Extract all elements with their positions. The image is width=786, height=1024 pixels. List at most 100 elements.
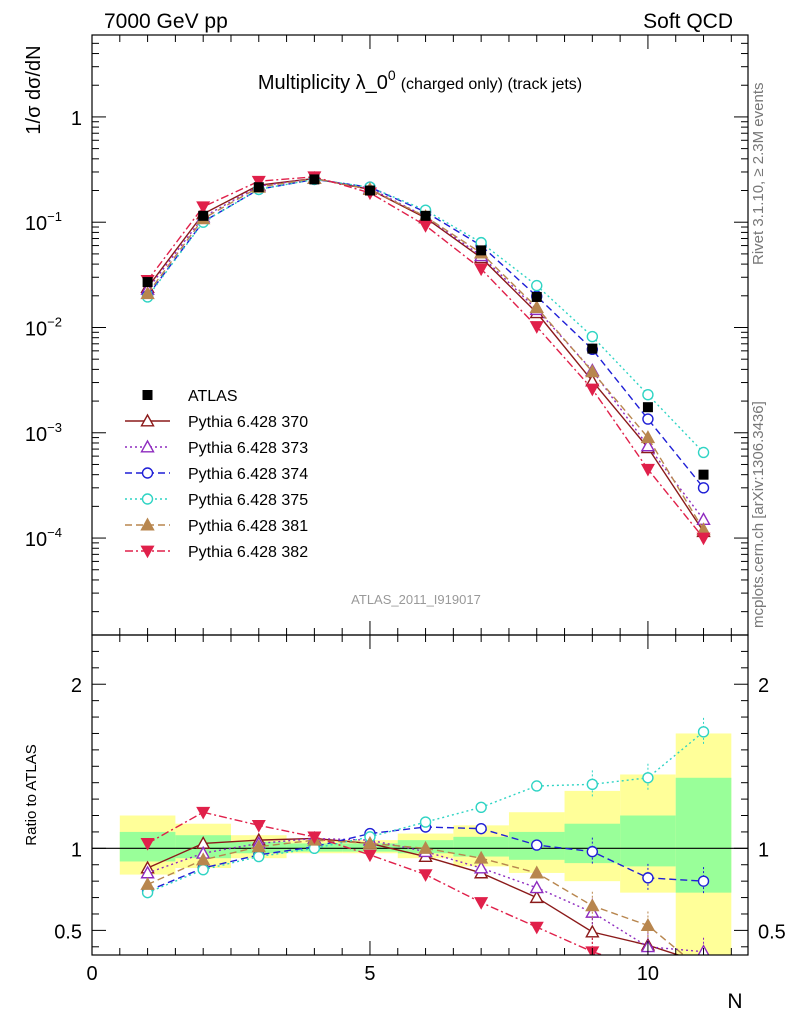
ratio-point	[531, 839, 543, 851]
series-point	[474, 263, 489, 277]
data-point	[698, 469, 709, 480]
legend-marker	[140, 439, 155, 453]
data-point	[587, 343, 598, 354]
analysis-watermark: ATLAS_2011_I919017	[351, 592, 481, 607]
ratio-point	[307, 831, 322, 845]
ratio-y-tick-label-right: 2	[758, 675, 769, 697]
main-panel: 1 10−1 10−2 10−3 10−4	[25, 34, 749, 636]
series-point	[697, 446, 710, 459]
series-point	[140, 286, 155, 300]
ratio-point	[196, 806, 211, 820]
ratio-point	[140, 876, 155, 890]
ratio-point	[529, 890, 544, 904]
y-tick-label: 10−2	[25, 314, 62, 340]
y-axis-label: 1/σ dσ/dN	[23, 45, 45, 134]
series-point	[418, 220, 433, 233]
legend-marker	[141, 467, 154, 479]
ratio-y-tick-label-right: 0.5	[758, 921, 786, 943]
plot-title-sup: 0	[388, 67, 396, 83]
series-point	[585, 383, 600, 397]
ratio-point	[586, 778, 599, 791]
ratio-y-tick-label: 2	[71, 675, 82, 697]
data-point	[364, 185, 375, 196]
legend-label: Pythia 6.428 375	[188, 492, 308, 509]
ratio-point	[697, 875, 710, 887]
data-point	[198, 210, 209, 221]
series-point	[529, 321, 544, 334]
uncertainty-band-green	[453, 836, 509, 857]
ratio-point	[474, 897, 489, 910]
legend-marker	[140, 517, 155, 531]
ratio-point	[251, 839, 266, 853]
legend-entry: Pythia 6.428 370	[125, 413, 308, 431]
plot-title-main: Multiplicity λ_0	[258, 72, 388, 94]
ratio-plot-area	[92, 717, 748, 976]
legend-marker	[141, 493, 154, 505]
ratio-point	[697, 726, 710, 738]
legend-marker	[142, 390, 153, 400]
series-point	[696, 532, 711, 546]
ratio-y-tick-label: 0.5	[54, 921, 82, 943]
plot-title: Multiplicity λ_00 (charged only) (track j…	[258, 67, 582, 94]
data-point	[253, 182, 264, 193]
ratio-point	[418, 840, 433, 854]
series-382	[140, 171, 711, 546]
ratio-line	[147, 837, 704, 953]
process-label: Soft QCD	[643, 10, 733, 33]
legend-marker	[140, 413, 155, 427]
ratio-point	[251, 819, 266, 833]
legend: ATLAS Pythia 6.428 370 Pythia 6.428 373 Pyt…	[125, 388, 308, 561]
data-point	[420, 210, 431, 221]
mcplots-label: mcplots.cern.ch [arXiv:1306.3436]	[750, 401, 767, 628]
series-point	[251, 175, 266, 189]
series-point	[529, 300, 544, 313]
data-point	[476, 245, 487, 256]
ratio-point	[195, 852, 211, 866]
ratio-point	[698, 965, 710, 976]
ratio-point	[698, 957, 710, 968]
series-point	[196, 201, 211, 215]
series-point	[585, 364, 600, 378]
legend-entry: Pythia 6.428 373	[125, 439, 308, 457]
ratio-point	[419, 816, 432, 828]
legend-entry: Pythia 6.428 375	[125, 492, 308, 509]
ratio-point	[642, 872, 654, 884]
legend-label: Pythia 6.428 382	[188, 544, 308, 561]
ratio-frame	[91, 634, 749, 956]
ratio-point	[642, 772, 654, 784]
uncertainty-band-green	[620, 815, 676, 867]
ratio-point	[197, 863, 209, 876]
ratio-y-tick-label-right: 1	[758, 839, 769, 861]
legend-marker	[140, 545, 155, 559]
legend-label: Pythia 6.428 381	[188, 518, 308, 535]
ratio-point	[362, 849, 377, 863]
legend-label: Pythia 6.428 370	[188, 414, 308, 431]
series-point	[640, 430, 656, 444]
series-point	[642, 388, 654, 401]
series-point	[642, 413, 654, 425]
series-point	[640, 463, 655, 477]
ratio-point	[418, 869, 433, 882]
ratio-y-axis-label: Ratio to ATLAS	[23, 744, 40, 845]
ratio-series-381	[140, 832, 710, 976]
legend-entry: Pythia 6.428 374	[125, 466, 308, 483]
y-tick-label: 10−4	[25, 525, 62, 551]
ratio-point	[473, 860, 489, 874]
ratio-panel: 0.5 0.5 1 1 2 2 0 5 10	[54, 634, 786, 985]
ratio-point	[585, 898, 600, 912]
series-point	[640, 438, 656, 452]
data-point	[142, 277, 153, 288]
ratio-point	[529, 865, 544, 879]
series-point	[531, 279, 543, 292]
ratio-point	[475, 822, 487, 835]
legend-entry: Pythia 6.428 381	[125, 517, 308, 535]
ratio-point	[586, 845, 599, 858]
legend-entry: ATLAS	[142, 388, 238, 405]
rivet-label: Rivet 3.1.10, ≥ 2.3M events	[750, 83, 767, 266]
y-tick-label: 10−3	[25, 420, 62, 446]
ratio-point	[140, 838, 155, 851]
x-tick-label: 5	[364, 963, 375, 985]
ratio-y-tick-label: 1	[71, 839, 82, 861]
ratio-point	[531, 780, 543, 792]
